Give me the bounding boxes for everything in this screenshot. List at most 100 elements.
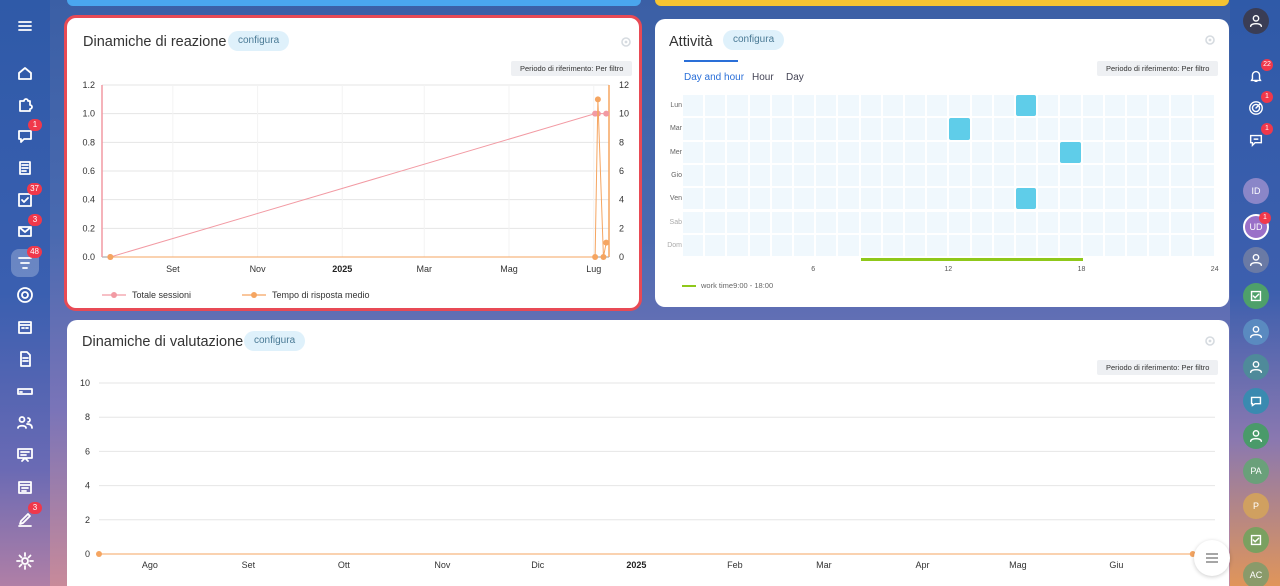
heatmap-cell[interactable] <box>949 211 970 233</box>
heatmap-cell[interactable] <box>882 188 903 210</box>
data-point[interactable] <box>600 254 607 260</box>
heatmap-cell[interactable] <box>1104 188 1125 210</box>
heatmap-cell[interactable] <box>705 164 726 187</box>
heatmap-cell[interactable] <box>705 211 726 233</box>
heatmap-cell[interactable] <box>1171 234 1192 257</box>
heatmap-cell[interactable] <box>993 234 1014 257</box>
gear-icon[interactable] <box>1204 34 1216 46</box>
heatmap-cell[interactable] <box>1082 188 1103 210</box>
heatmap-cell[interactable] <box>905 211 926 233</box>
heatmap-cell[interactable] <box>971 188 992 210</box>
heatmap-cell[interactable] <box>838 164 859 187</box>
chat-avatar[interactable]: UD 1 <box>1243 212 1271 240</box>
heatmap-cell[interactable] <box>794 141 815 163</box>
heatmap-cell[interactable] <box>1060 188 1081 210</box>
heatmap-cell[interactable] <box>771 211 792 233</box>
user-avatar-button[interactable] <box>1243 8 1269 34</box>
configure-button[interactable]: configura <box>228 31 290 51</box>
heatmap-cell[interactable] <box>1149 141 1170 163</box>
heatmap-cell[interactable] <box>905 188 926 210</box>
heatmap-cell[interactable] <box>838 188 859 210</box>
heatmap-cell[interactable] <box>705 95 726 117</box>
tab-hour[interactable]: Hour <box>752 72 774 83</box>
group-avatar-3-button[interactable] <box>1243 423 1269 449</box>
search-chat-button[interactable]: 1 <box>1243 123 1273 153</box>
heatmap-cell[interactable] <box>1016 234 1037 257</box>
heatmap-cell[interactable] <box>794 188 815 210</box>
heatmap-cell[interactable] <box>1082 141 1103 163</box>
heatmap-cell[interactable] <box>727 234 748 257</box>
heatmap-cell[interactable] <box>1104 118 1125 140</box>
chat-avatar[interactable]: AC <box>1243 562 1269 586</box>
heatmap-cell[interactable] <box>949 188 970 210</box>
heatmap-cell[interactable] <box>882 234 903 257</box>
radar-button[interactable]: 1 <box>1243 91 1273 121</box>
heatmap-cell[interactable] <box>749 164 770 187</box>
bot-avatar-button[interactable] <box>1243 247 1269 273</box>
heatmap-cell[interactable] <box>1104 95 1125 117</box>
heatmap-cell[interactable] <box>1104 211 1125 233</box>
nav-calendar-button[interactable] <box>11 313 39 341</box>
heatmap-cell[interactable] <box>1060 211 1081 233</box>
nav-target-button[interactable] <box>11 281 39 309</box>
heatmap-cell[interactable] <box>794 118 815 140</box>
data-point[interactable] <box>107 254 114 260</box>
heatmap-cell[interactable] <box>1127 141 1148 163</box>
heatmap-cell[interactable] <box>727 211 748 233</box>
heatmap-cell[interactable] <box>860 234 881 257</box>
heatmap-cell[interactable] <box>882 118 903 140</box>
nav-tasks-button[interactable]: 37 <box>11 183 42 214</box>
heatmap-cell[interactable] <box>993 164 1014 187</box>
heatmap-cell[interactable] <box>927 211 948 233</box>
heatmap-cell[interactable] <box>838 95 859 117</box>
configure-button[interactable]: configura <box>244 331 306 351</box>
heatmap-cell[interactable] <box>1060 234 1081 257</box>
heatmap-cell[interactable] <box>1127 234 1148 257</box>
heatmap-cell[interactable] <box>727 188 748 210</box>
heatmap-cell[interactable] <box>1082 164 1103 187</box>
heatmap-cell[interactable] <box>882 95 903 117</box>
heatmap-cell[interactable] <box>1171 95 1192 117</box>
chat-avatar[interactable]: P <box>1243 493 1269 519</box>
nav-drive-button[interactable] <box>11 377 39 405</box>
heatmap-cell[interactable] <box>1016 211 1037 233</box>
heatmap-cell[interactable] <box>1193 164 1214 187</box>
heatmap-cell[interactable] <box>838 118 859 140</box>
data-point[interactable] <box>603 110 610 117</box>
heatmap-cell[interactable] <box>1016 95 1037 117</box>
heatmap-cell[interactable] <box>1082 95 1103 117</box>
heatmap-cell[interactable] <box>905 95 926 117</box>
heatmap-cell[interactable] <box>1016 118 1037 140</box>
heatmap-cell[interactable] <box>1082 234 1103 257</box>
gear-icon[interactable] <box>1204 335 1216 347</box>
heatmap-cell[interactable] <box>860 118 881 140</box>
legend-label[interactable]: Tempo di risposta medio <box>272 290 370 300</box>
heatmap-cell[interactable] <box>1016 188 1037 210</box>
heatmap-cell[interactable] <box>993 118 1014 140</box>
heatmap-cell[interactable] <box>1149 188 1170 210</box>
heatmap-cell[interactable] <box>749 95 770 117</box>
heatmap-cell[interactable] <box>816 118 837 140</box>
heatmap-cell[interactable] <box>1104 141 1125 163</box>
data-point[interactable] <box>96 551 102 557</box>
check-avatar-button[interactable] <box>1243 283 1269 309</box>
heatmap-cell[interactable] <box>683 164 704 187</box>
heatmap-cell[interactable] <box>1038 118 1059 140</box>
heatmap-cell[interactable] <box>882 164 903 187</box>
heatmap-cell[interactable] <box>1038 211 1059 233</box>
heatmap-cell[interactable] <box>1171 211 1192 233</box>
heatmap-cell[interactable] <box>838 211 859 233</box>
heatmap-cell[interactable] <box>993 188 1014 210</box>
nav-chat-button[interactable]: 1 <box>11 119 42 150</box>
heatmap-cell[interactable] <box>860 188 881 210</box>
heatmap-cell[interactable] <box>1193 95 1214 117</box>
heatmap-cell[interactable] <box>1149 95 1170 117</box>
heatmap-cell[interactable] <box>1193 118 1214 140</box>
nav-schedule-button[interactable] <box>11 473 39 501</box>
heatmap-cell[interactable] <box>1193 234 1214 257</box>
heatmap-cell[interactable] <box>683 211 704 233</box>
heatmap-cell[interactable] <box>927 188 948 210</box>
heatmap-cell[interactable] <box>949 164 970 187</box>
nav-puzzle-button[interactable] <box>11 91 39 119</box>
heatmap-cell[interactable] <box>1060 141 1081 163</box>
